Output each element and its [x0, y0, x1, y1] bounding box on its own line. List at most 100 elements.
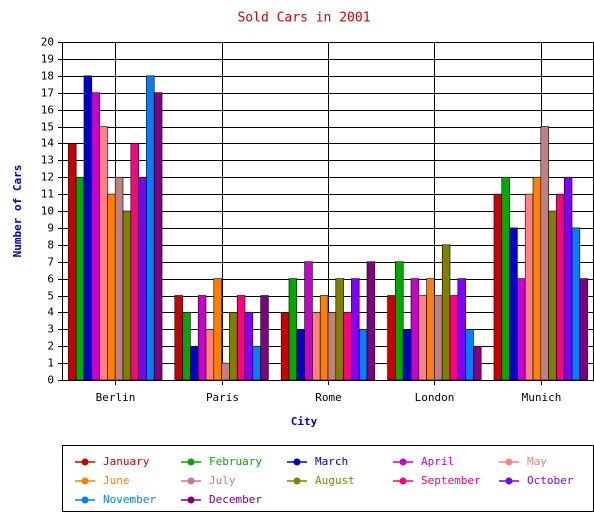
legend-marker	[399, 477, 407, 485]
bar	[335, 278, 344, 381]
legend-label: September	[421, 474, 481, 487]
legend-marker	[81, 477, 89, 485]
bar	[99, 126, 108, 381]
x-tick-label: London	[415, 391, 455, 404]
bar	[509, 227, 518, 381]
bar	[493, 193, 503, 381]
y-tick-label: 8	[47, 239, 54, 252]
bar	[68, 143, 77, 381]
y-tick-label: 13	[41, 154, 54, 167]
y-tick-label: 16	[41, 104, 54, 117]
bar	[280, 312, 290, 381]
y-tick-label: 3	[47, 323, 54, 336]
x-tick-label: Munich	[522, 391, 562, 404]
y-tick-label: 9	[47, 222, 54, 235]
bar	[182, 312, 191, 381]
bar	[556, 193, 565, 381]
bar	[366, 261, 376, 381]
bar	[190, 345, 199, 381]
bar	[260, 295, 269, 381]
bar	[343, 312, 352, 381]
x-axis-label: City	[291, 415, 318, 428]
bar	[548, 210, 557, 381]
y-tick-label: 5	[47, 290, 54, 303]
bar	[107, 193, 116, 381]
y-tick-label: 14	[41, 137, 55, 150]
y-tick-label: 2	[47, 340, 54, 353]
y-tick-label: 7	[47, 256, 54, 269]
bar	[501, 176, 510, 381]
legend-marker	[187, 458, 195, 466]
legend-label: December	[209, 493, 262, 506]
bar	[197, 295, 207, 381]
bar	[312, 312, 321, 381]
bar	[236, 295, 246, 381]
bar	[387, 295, 396, 381]
bar	[122, 210, 132, 381]
bar	[540, 126, 549, 381]
bar	[457, 278, 466, 381]
bar	[288, 278, 298, 381]
legend-marker	[505, 477, 513, 485]
bar	[296, 328, 305, 381]
bar	[449, 295, 459, 381]
bar	[473, 345, 482, 381]
bar	[395, 261, 404, 381]
legend-marker	[81, 496, 89, 504]
bar	[153, 92, 163, 381]
y-tick-label: 6	[47, 273, 54, 286]
x-tick-label: Rome	[315, 391, 342, 404]
bar	[75, 176, 85, 381]
bar	[426, 278, 435, 381]
legend-label: November	[103, 493, 156, 506]
legend-label: May	[527, 455, 547, 468]
bar	[402, 328, 412, 381]
bar	[524, 193, 534, 381]
bar	[418, 295, 427, 381]
bar	[221, 362, 230, 381]
bar	[571, 227, 581, 381]
bar	[327, 312, 337, 381]
legend-label: March	[315, 455, 348, 468]
bar	[351, 278, 360, 381]
y-tick-label: 20	[41, 36, 54, 49]
legend-label: June	[103, 474, 130, 487]
y-tick-label: 15	[41, 121, 54, 134]
y-tick-label: 10	[41, 205, 54, 218]
bar	[465, 328, 474, 381]
bar	[252, 345, 261, 381]
legend-marker	[187, 496, 195, 504]
bar	[146, 75, 155, 381]
bar	[130, 143, 139, 381]
legend-label: February	[209, 455, 262, 468]
y-tick-label: 11	[41, 188, 54, 201]
bar	[563, 176, 573, 381]
bar	[244, 312, 254, 381]
y-tick-label: 18	[41, 70, 54, 83]
bar	[114, 176, 124, 381]
x-tick-label: Paris	[206, 391, 239, 404]
y-tick-label: 0	[47, 374, 54, 387]
legend-marker	[293, 458, 301, 466]
legend-marker	[399, 458, 407, 466]
x-tick-label: Berlin	[96, 391, 136, 404]
y-tick-label: 19	[41, 53, 54, 66]
bar	[517, 278, 526, 381]
legend-marker	[81, 458, 89, 466]
y-tick-label: 17	[41, 87, 54, 100]
legend-label: August	[315, 474, 355, 487]
bar	[138, 176, 147, 381]
bar	[410, 278, 420, 381]
bar	[91, 92, 100, 381]
bar	[319, 295, 329, 381]
bar	[532, 176, 542, 381]
bar	[579, 278, 588, 381]
bar	[304, 261, 313, 381]
bar	[213, 278, 222, 381]
bar	[434, 295, 443, 381]
y-axis-label: Number of Cars	[11, 165, 24, 258]
y-tick-label: 1	[47, 357, 54, 370]
legend-label: January	[103, 455, 150, 468]
bar	[83, 75, 93, 381]
